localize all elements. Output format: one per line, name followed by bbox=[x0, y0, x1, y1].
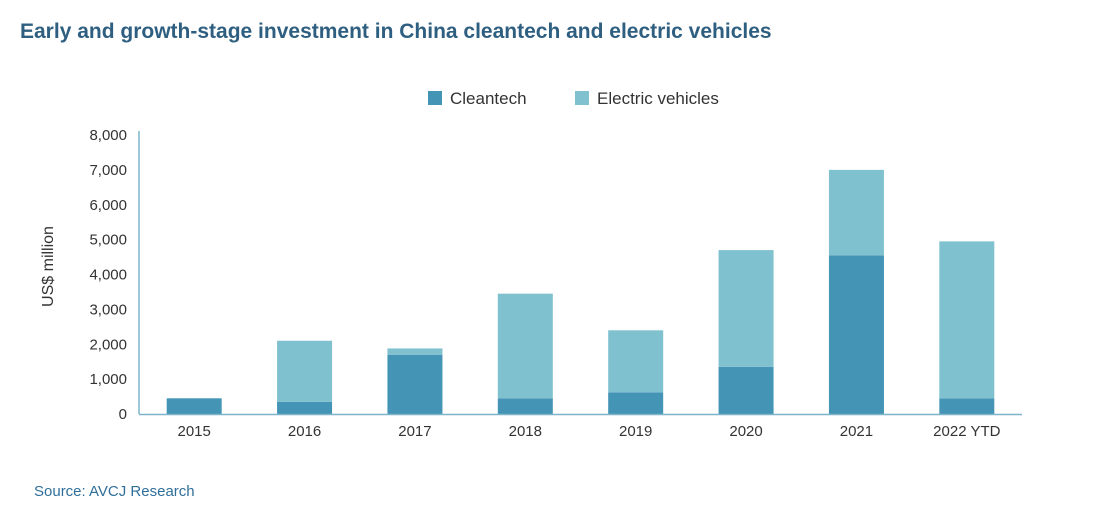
x-tick-label: 2017 bbox=[398, 423, 431, 440]
bar-cleantech-2017 bbox=[387, 354, 443, 414]
x-axis: 2015 2016 2017 2018 2019 2020 2021 2022 YTD bbox=[139, 413, 1022, 440]
bar-electric-vehicles-2016 bbox=[277, 340, 333, 402]
x-tick-label: 2015 bbox=[178, 423, 211, 440]
y-tick-label: 0 bbox=[119, 406, 127, 423]
chart-title: Early and growth-stage investment in Chi… bbox=[20, 20, 772, 43]
y-tick-label: 6,000 bbox=[89, 197, 127, 214]
legend-label: Electric vehicles bbox=[597, 89, 719, 108]
y-tick-label: 1,000 bbox=[89, 371, 127, 388]
y-tick-label: 3,000 bbox=[89, 301, 127, 318]
bar-cleantech-2016 bbox=[277, 401, 333, 414]
bar-cleantech-2015 bbox=[166, 398, 222, 414]
y-axis: 0 1,000 2,000 3,000 4,000 5,000 6,000 7,000 8,00… bbox=[40, 127, 140, 423]
x-tick-label: 2018 bbox=[509, 423, 542, 440]
source-note: Source: AVCJ Research bbox=[34, 483, 195, 500]
bars bbox=[166, 169, 995, 414]
legend: Cleantech Electric vehicles bbox=[428, 89, 719, 108]
legend-swatch bbox=[428, 91, 442, 105]
legend-swatch bbox=[575, 91, 589, 105]
y-tick-label: 8,000 bbox=[89, 127, 127, 144]
legend-label: Cleantech bbox=[450, 89, 527, 108]
x-tick-label: 2020 bbox=[729, 423, 762, 440]
bar-electric-vehicles-2020 bbox=[718, 250, 774, 367]
bar-cleantech-2020 bbox=[718, 366, 774, 414]
y-tick-label: 7,000 bbox=[89, 162, 127, 179]
bar-cleantech-2022-ytd bbox=[939, 398, 995, 414]
bar-cleantech-2019 bbox=[608, 392, 664, 414]
y-tick-label: 4,000 bbox=[89, 267, 127, 284]
bar-cleantech-2021 bbox=[828, 255, 884, 414]
bar-cleantech-2018 bbox=[497, 398, 553, 414]
x-tick-label: 2019 bbox=[619, 423, 652, 440]
bar-electric-vehicles-2022-ytd bbox=[939, 241, 995, 399]
y-axis-title: US$ million bbox=[40, 226, 57, 307]
y-tick-label: 5,000 bbox=[89, 232, 127, 249]
y-tick-label: 2,000 bbox=[89, 336, 127, 353]
x-tick-label: 2016 bbox=[288, 423, 321, 440]
x-tick-label: 2022 YTD bbox=[933, 423, 1000, 440]
bar-electric-vehicles-2018 bbox=[497, 293, 553, 399]
bar-electric-vehicles-2017 bbox=[387, 348, 443, 355]
x-tick-label: 2021 bbox=[840, 423, 873, 440]
bar-electric-vehicles-2021 bbox=[828, 169, 884, 256]
bar-electric-vehicles-2019 bbox=[608, 330, 664, 393]
